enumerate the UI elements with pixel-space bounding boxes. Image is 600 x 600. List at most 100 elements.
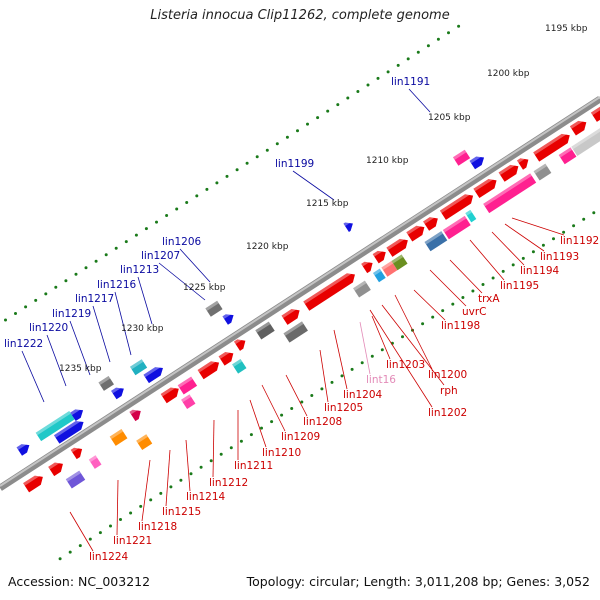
tick-dot (98, 531, 102, 535)
gene-shine (143, 363, 162, 378)
genome-backbone (0, 96, 600, 491)
gene-shine (88, 455, 98, 463)
gene-arrow (129, 409, 141, 422)
gene-arrow (70, 447, 83, 460)
gene-block (571, 120, 600, 157)
lower-leader-line (69, 511, 94, 552)
gene-block (281, 305, 300, 325)
tick-dot (370, 354, 374, 358)
gene-shine (232, 358, 243, 367)
gene-shine (590, 96, 600, 116)
gene-block (70, 444, 83, 460)
tick-dot (205, 187, 209, 191)
tick-dot (461, 296, 465, 299)
gene-shine (205, 300, 219, 311)
tick-dot (290, 407, 294, 410)
tick-dot (531, 250, 535, 254)
upper-leader-line (292, 170, 335, 201)
tick-dot (88, 537, 92, 541)
tick-dot (491, 276, 495, 280)
gene-shine (558, 147, 573, 158)
gene-rect (232, 358, 247, 374)
gene-features (16, 96, 600, 493)
gene-shine (406, 222, 424, 235)
tick-dot (275, 142, 279, 146)
lower-leader-line (511, 217, 565, 236)
gene-rect (181, 394, 196, 410)
upper-gene-label: lin1217 (75, 293, 114, 305)
tick-dot (582, 217, 586, 221)
gene-rect (65, 470, 86, 489)
tick-dot (44, 292, 48, 296)
gene-shine (571, 120, 600, 150)
lower-gene-label: lin1221 (113, 535, 152, 547)
tick-dot (14, 312, 17, 315)
lower-gene-label: lin1209 (281, 431, 320, 443)
upper-gene-label: lin1219 (52, 308, 91, 320)
tick-dot (104, 253, 108, 257)
gene-block (23, 472, 43, 493)
gene-shine (136, 434, 148, 444)
tick-dot (215, 181, 219, 185)
gene-arrow (517, 158, 529, 170)
gene-block (197, 358, 220, 380)
gene-block (391, 254, 408, 271)
tick-dot (285, 135, 289, 139)
lower-tick-track (58, 211, 596, 561)
tick-dot (155, 220, 158, 224)
tick-dot (189, 472, 193, 476)
tick-dot (471, 289, 475, 293)
tick-dot (114, 246, 118, 250)
gene-block (469, 153, 485, 170)
gene-labels: lin1191 lin1199 lin1206 lin1207 lin1213 lin12… (4, 76, 599, 563)
tick-dot (235, 168, 239, 172)
tick-dot (54, 285, 58, 289)
gene-shine (423, 213, 437, 225)
tick-dot (270, 420, 274, 424)
kbp-label: 1205 kbp (428, 113, 471, 123)
gene-shine (386, 235, 407, 251)
lower-gene-label: uvrC (462, 306, 487, 318)
tick-dot (326, 109, 330, 113)
gene-rect (129, 359, 148, 376)
lower-gene-label: lin1192 (560, 235, 599, 247)
lower-leader-line (333, 329, 348, 390)
gene-shine (372, 247, 385, 257)
gene-arrow (469, 156, 485, 170)
tick-dot (350, 367, 354, 371)
gene-block (48, 459, 63, 477)
tick-dot (441, 309, 445, 313)
lower-gene-label: lin1204 (343, 389, 383, 401)
gene-shine (48, 459, 62, 470)
gene-block (65, 470, 86, 489)
tick-dot (521, 256, 525, 260)
lower-leader-line (381, 304, 445, 386)
lower-leader-line (249, 399, 267, 448)
kbp-label: 1220 kbp (246, 242, 289, 252)
upper-gene-label: lin1220 (29, 322, 68, 334)
gene-rect (483, 173, 537, 214)
tick-dot (421, 322, 425, 326)
kbp-label: 1195 kbp (545, 24, 588, 34)
tick-dot (24, 305, 28, 309)
lower-gene-label: lin1215 (162, 506, 201, 518)
gene-shine (569, 117, 585, 129)
tick-dot (239, 439, 243, 443)
tick-dot (134, 233, 138, 237)
tick-dot (34, 298, 38, 302)
tick-dot (64, 279, 68, 283)
gene-arrow (343, 222, 353, 232)
upper-leader-line (69, 320, 91, 376)
gene-block (136, 434, 153, 451)
gene-block (386, 235, 408, 257)
lower-gene-label: lin1211 (234, 460, 273, 472)
gene-arrow (423, 217, 438, 231)
lower-gene-label: lin1194 (520, 265, 560, 277)
gene-shine (343, 219, 352, 227)
gene-rect (98, 375, 114, 391)
gene-rect (558, 147, 577, 165)
gene-arrow (218, 352, 234, 366)
tick-dot (185, 201, 189, 204)
tick-dot (511, 263, 515, 267)
